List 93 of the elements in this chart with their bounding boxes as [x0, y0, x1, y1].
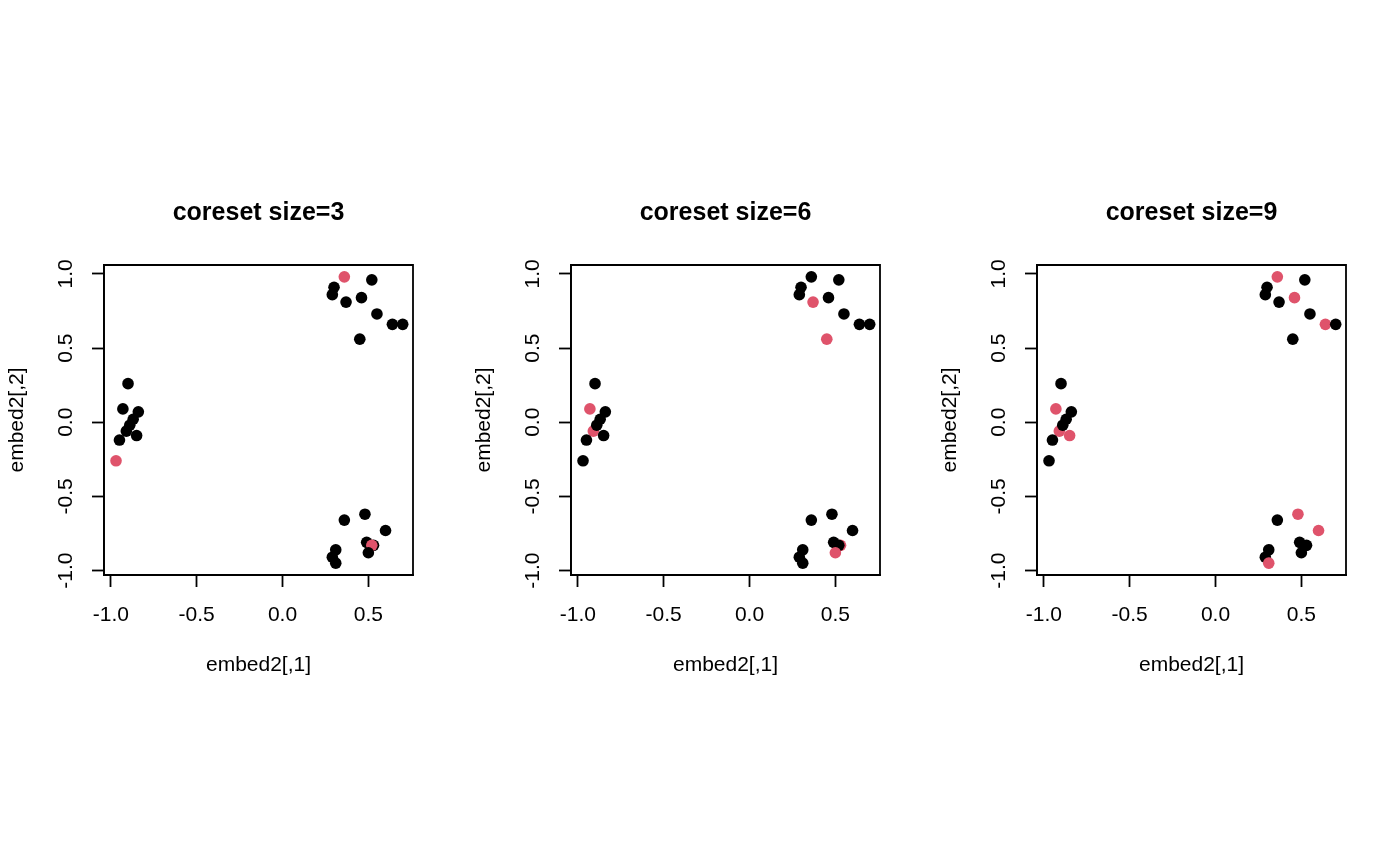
point — [338, 271, 351, 283]
point — [1329, 318, 1342, 331]
point — [1046, 434, 1059, 446]
point — [359, 508, 371, 520]
point — [123, 419, 136, 431]
y-tick-label: 1.0 — [52, 259, 76, 289]
point — [1271, 271, 1284, 283]
point — [584, 403, 596, 415]
point — [1286, 333, 1299, 345]
y-tick-label: 0.0 — [985, 407, 1009, 437]
y-axis-title: embed2[,2] — [4, 367, 28, 473]
point — [853, 318, 866, 331]
x-tick-label: 0.0 — [734, 602, 765, 626]
point — [1262, 557, 1275, 569]
x-tick-label: 0.0 — [1200, 602, 1231, 626]
point — [1050, 403, 1062, 415]
point — [1312, 524, 1325, 537]
point — [820, 333, 833, 345]
point — [796, 557, 809, 569]
point — [1273, 296, 1285, 308]
point — [366, 274, 378, 286]
y-tick-label: -0.5 — [519, 478, 543, 515]
point — [122, 377, 134, 390]
point — [1055, 377, 1067, 390]
x-tick-label: 0.5 — [1286, 602, 1316, 626]
y-tick-label: 0.5 — [52, 333, 76, 363]
chart-title: coreset size=3 — [172, 196, 345, 225]
y-tick-label: 1.0 — [519, 259, 543, 289]
y-tick-label: 1.0 — [985, 259, 1009, 289]
y-tick-label: 0.5 — [985, 333, 1009, 363]
point — [863, 318, 876, 331]
x-axis-title: embed2[,1] — [205, 652, 312, 676]
point — [846, 524, 859, 537]
point — [1056, 419, 1069, 431]
y-tick-label: -0.5 — [985, 478, 1009, 515]
point — [590, 419, 603, 431]
point — [838, 308, 850, 320]
y-tick-label: -1.0 — [985, 552, 1009, 589]
y-axis-title: embed2[,2] — [937, 367, 961, 473]
y-tick-label: -1.0 — [52, 552, 76, 589]
x-tick-label: 0.5 — [353, 602, 383, 626]
point — [1292, 508, 1304, 520]
point — [110, 454, 122, 467]
point — [833, 274, 845, 286]
y-axis-title: embed2[,2] — [471, 367, 495, 473]
point — [1295, 546, 1308, 559]
point — [329, 557, 342, 569]
y-tick-label: -1.0 — [519, 552, 543, 589]
point — [1288, 291, 1301, 304]
x-tick-label: -0.5 — [645, 602, 682, 626]
point — [1043, 454, 1055, 467]
point — [1063, 429, 1076, 442]
point — [597, 429, 610, 442]
point — [353, 333, 366, 345]
point — [805, 514, 818, 526]
point — [117, 403, 129, 415]
x-tick-label: -1.0 — [559, 602, 596, 626]
point — [829, 546, 842, 559]
point — [577, 454, 589, 467]
y-tick-label: 0.5 — [519, 333, 543, 363]
point — [362, 546, 375, 559]
point — [580, 434, 593, 446]
point — [822, 291, 835, 304]
x-tick-label: -0.5 — [1111, 602, 1148, 626]
point — [371, 308, 383, 320]
point — [386, 318, 399, 331]
point — [379, 524, 392, 537]
x-tick-label: -0.5 — [178, 602, 215, 626]
point — [826, 508, 838, 520]
point — [1319, 318, 1332, 331]
point — [355, 291, 368, 304]
point — [340, 296, 352, 308]
y-tick-label: 0.0 — [52, 407, 76, 437]
chart-title: coreset size=9 — [1105, 196, 1278, 225]
x-tick-label: 0.5 — [820, 602, 850, 626]
chart-title: coreset size=6 — [639, 196, 812, 225]
point — [1271, 514, 1284, 526]
x-tick-label: 0.0 — [267, 602, 298, 626]
y-tick-label: 0.0 — [519, 407, 543, 437]
point — [589, 377, 601, 390]
point — [338, 514, 351, 526]
x-axis-title: embed2[,1] — [1138, 652, 1245, 676]
x-tick-label: -1.0 — [1025, 602, 1062, 626]
y-tick-label: -0.5 — [52, 478, 76, 515]
point — [1299, 274, 1311, 286]
x-axis-title: embed2[,1] — [672, 652, 779, 676]
point — [805, 271, 818, 283]
point — [807, 296, 819, 308]
point — [396, 318, 409, 331]
point — [130, 429, 143, 442]
point — [1304, 308, 1316, 320]
x-tick-label: -1.0 — [92, 602, 129, 626]
point — [113, 434, 126, 446]
